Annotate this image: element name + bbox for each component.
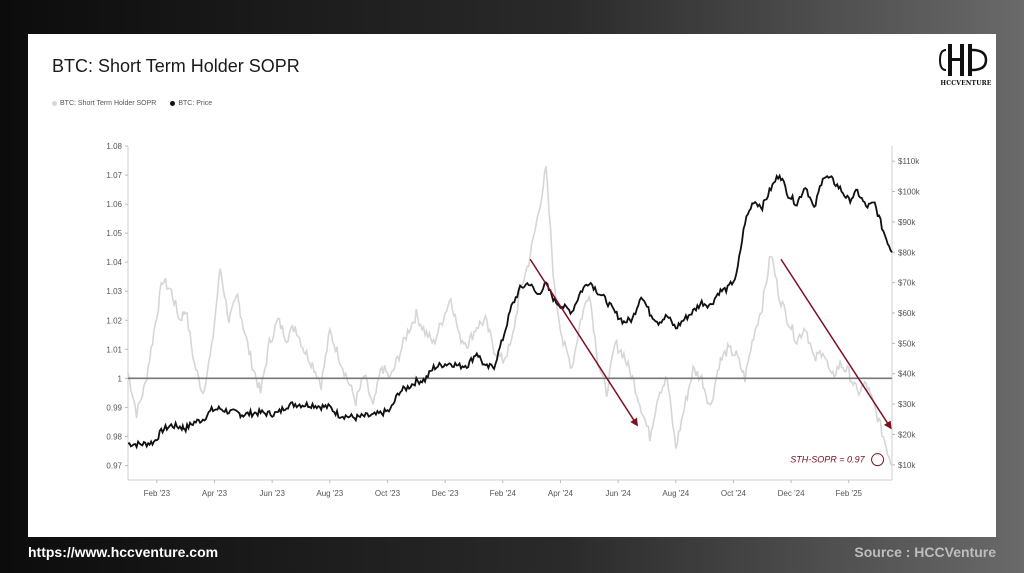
source-credit: Source : HCCVenture	[854, 544, 996, 560]
y-left-tick-label: 1	[118, 374, 123, 383]
annotation-layer: STH-SOPR = 0.97	[529, 258, 892, 467]
y-right-tick-label: $80k	[898, 248, 916, 257]
series-layer	[127, 166, 893, 466]
legend: BTC: Short Term Holder SOPR BTC: Price	[52, 100, 212, 107]
sopr-series-line	[127, 166, 893, 466]
y-left-tick-label: 1.01	[106, 345, 122, 354]
x-tick-label: Jun '23	[259, 489, 285, 498]
x-tick-label: Dec '24	[778, 489, 805, 498]
y-right-tick-label: $100k	[898, 188, 921, 197]
x-tick-label: Feb '25	[836, 489, 863, 498]
y-right-tick-label: $10k	[898, 461, 916, 470]
legend-dot-price-icon	[170, 101, 176, 106]
y-left-tick-label: 1.07	[106, 171, 122, 180]
x-tick-label: Jun '24	[605, 489, 631, 498]
sopr-annotation-label: STH-SOPR = 0.97	[790, 455, 865, 465]
y-left-tick-label: 1.03	[106, 287, 122, 296]
legend-dot-sopr-icon	[52, 101, 57, 106]
y-right-tick-label: $20k	[898, 430, 916, 439]
y-left-tick-label: 0.98	[106, 432, 122, 441]
x-tick-label: Dec '23	[432, 489, 459, 498]
y-right-tick-label: $110k	[898, 157, 920, 166]
x-tick-label: Apr '23	[202, 489, 228, 498]
y-right-tick-label: $40k	[898, 370, 916, 379]
y-right-tick-label: $90k	[898, 218, 916, 227]
y-left-tick-label: 1.06	[106, 200, 122, 209]
y-right-tick-label: $50k	[898, 339, 916, 348]
chart-card: BTC: Short Term Holder SOPR BTC: Short T…	[28, 34, 996, 537]
x-tick-label: Aug '23	[316, 489, 343, 498]
chart-plot: Feb '23 Apr '23 Jun '23 Aug '23 Oct '23 Dec '…	[106, 142, 921, 498]
legend-label-price: BTC: Price	[178, 100, 213, 107]
sopr-marker-circle	[871, 453, 885, 467]
legend-item-sopr[interactable]: BTC: Short Term Holder SOPR	[52, 100, 156, 107]
logo-text: HCCVENTURE	[940, 80, 992, 87]
x-tick-label: Feb '23	[144, 489, 171, 498]
trend-arrow-2	[780, 258, 892, 430]
legend-item-price[interactable]: BTC: Price	[170, 100, 212, 107]
y-right-tick-label: $30k	[898, 400, 916, 409]
y-left-tick-label: 1.08	[106, 142, 122, 151]
y-left-tick-label: 0.99	[106, 403, 122, 412]
x-tick-label: Aug '24	[662, 489, 689, 498]
chart-title: BTC: Short Term Holder SOPR	[52, 56, 300, 76]
hcc-logo-icon	[938, 44, 988, 76]
y-right-tick-label: $70k	[898, 279, 916, 288]
x-tick-label: Oct '23	[375, 489, 401, 498]
legend-label-sopr: BTC: Short Term Holder SOPR	[60, 100, 157, 107]
x-tick-label: Apr '24	[548, 489, 574, 498]
trend-arrow-1	[529, 258, 638, 427]
y-left-tick-label: 0.97	[106, 461, 122, 470]
y-right-axis: $110k $100k $90k $80k $70k $60k $50k $40k $30k $2…	[891, 146, 921, 480]
x-tick-label: Feb '24	[490, 489, 517, 498]
y-left-axis: 1.08 1.07 1.06 1.05 1.04 1.03 1.02 1.01 1 0.99 0.9…	[106, 142, 129, 480]
x-tick-label: Oct '24	[721, 489, 747, 498]
y-right-tick-label: $60k	[898, 309, 916, 318]
y-left-tick-label: 1.02	[106, 316, 122, 325]
y-left-tick-label: 1.05	[106, 229, 122, 238]
x-axis: Feb '23 Apr '23 Jun '23 Aug '23 Oct '23 Dec '…	[128, 479, 892, 498]
hcc-logo: HCCVENTURE	[938, 40, 994, 90]
website-url[interactable]: https://www.hccventure.com	[28, 544, 219, 560]
price-series-line	[127, 173, 893, 450]
y-left-tick-label: 1.04	[106, 258, 122, 267]
